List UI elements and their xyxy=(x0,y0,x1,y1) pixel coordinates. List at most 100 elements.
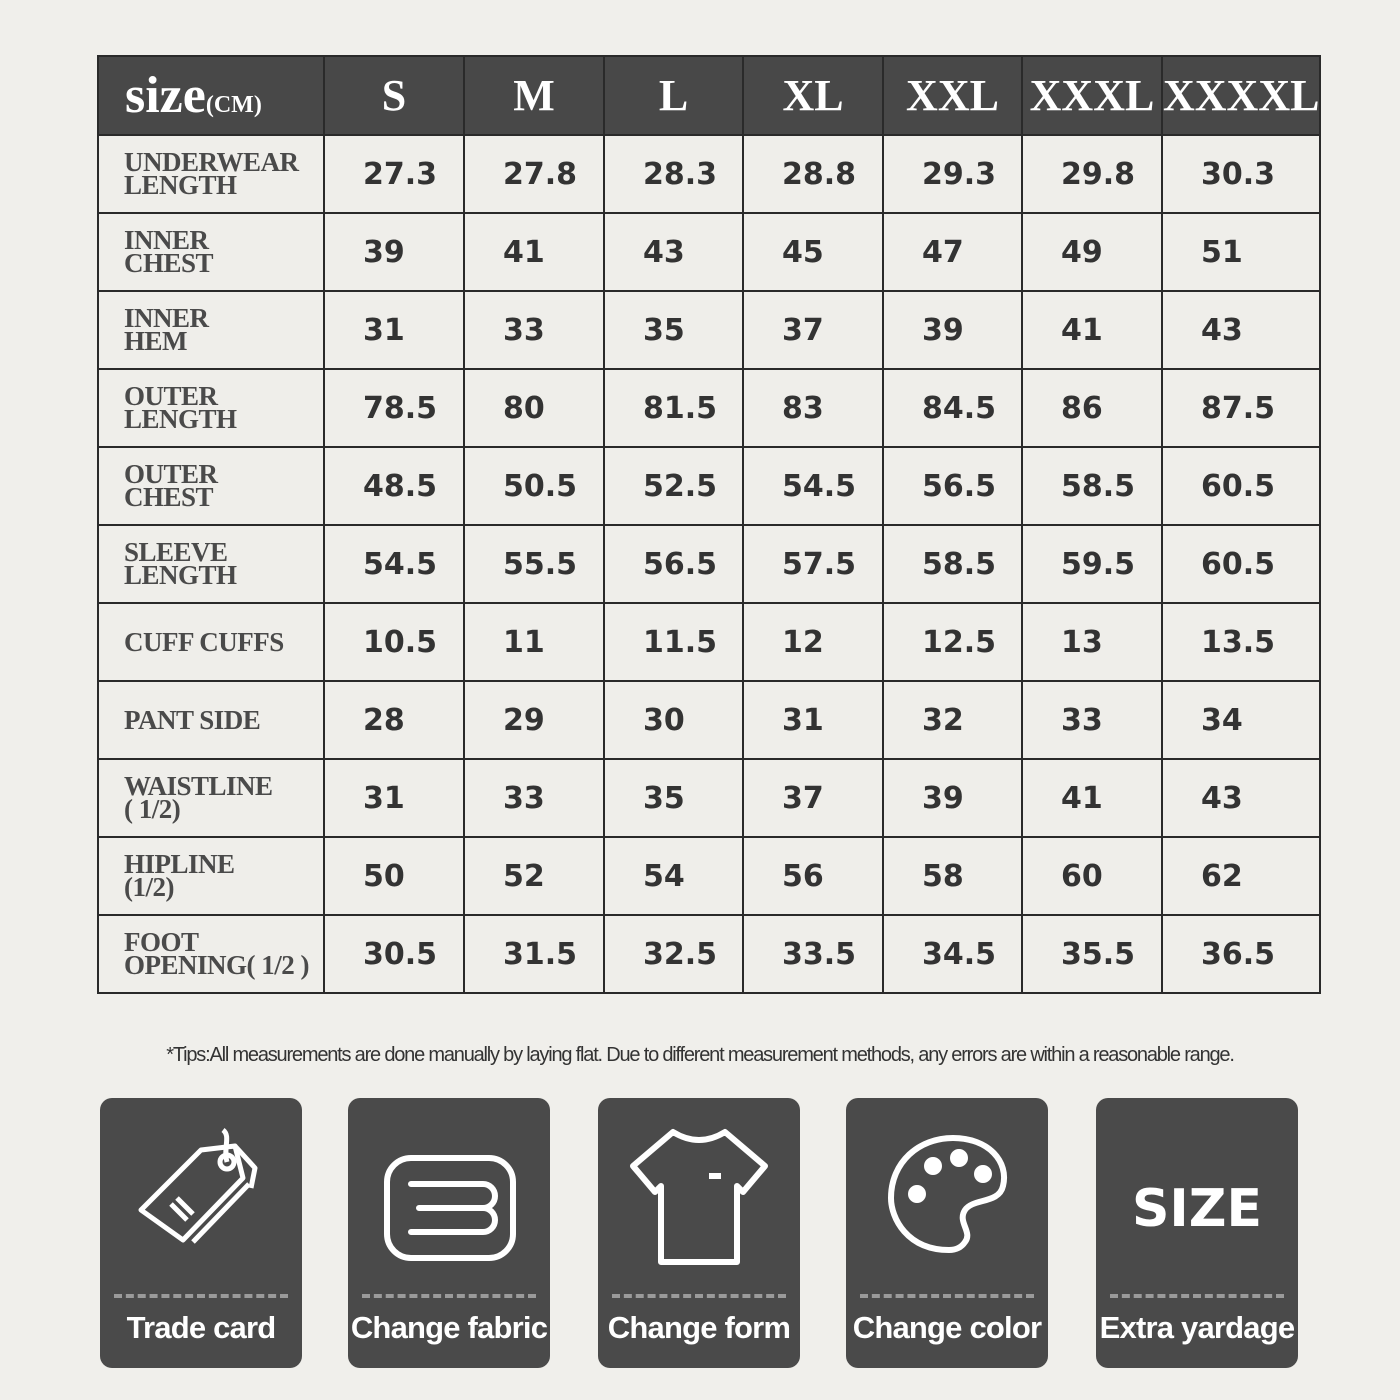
measurement-label: INNER HEM xyxy=(97,290,325,370)
measurement-value: 33 xyxy=(1021,680,1163,760)
measurement-value: 47 xyxy=(882,212,1023,292)
measurement-value: 28.8 xyxy=(742,134,884,214)
table-row: WAISTLINE ( 1/2) 31 33 35 37 39 41 43 xyxy=(97,758,1322,838)
measurement-value: 81.5 xyxy=(603,368,744,448)
measurement-value: 49 xyxy=(1021,212,1163,292)
measurement-value: 31 xyxy=(323,758,465,838)
measurement-value: 12 xyxy=(742,602,884,682)
measurement-value: 57.5 xyxy=(742,524,884,604)
measurement-value: 41 xyxy=(1021,290,1163,370)
measurement-label: SLEEVE LENGTH xyxy=(97,524,325,604)
measurement-value: 37 xyxy=(742,290,884,370)
measurement-value: 11.5 xyxy=(603,602,744,682)
measurement-value: 30 xyxy=(603,680,744,760)
measurement-value: 62 xyxy=(1160,836,1322,916)
measurement-value: 43 xyxy=(1160,290,1322,370)
measurement-value: 33 xyxy=(463,290,605,370)
palette-icon xyxy=(887,1134,1008,1254)
measurement-value: 30.5 xyxy=(323,914,465,994)
table-row: HIPLINE (1/2) 50 52 54 56 58 60 62 xyxy=(97,836,1322,916)
measurement-value: 27.8 xyxy=(463,134,605,214)
table-row: OUTER CHEST 48.5 50.5 52.5 54.5 56.5 58.5 60.5 xyxy=(97,446,1322,526)
measurement-value: 34.5 xyxy=(882,914,1023,994)
measurement-value: 33.5 xyxy=(742,914,884,994)
measurement-value: 35.5 xyxy=(1021,914,1163,994)
measurement-label: OUTER CHEST xyxy=(97,446,325,526)
table-row: INNER HEM 31 33 35 37 39 41 43 xyxy=(97,290,1322,370)
card-label: Trade card xyxy=(126,1310,277,1345)
size-column-header: XXXL xyxy=(1021,55,1163,136)
measurement-value: 56 xyxy=(742,836,884,916)
size-column-header: XL xyxy=(742,55,884,136)
measurement-tip: *Tips:All measurements are done manually… xyxy=(166,1044,1235,1066)
measurement-value: 28 xyxy=(323,680,465,760)
measurement-value: 48.5 xyxy=(323,446,465,526)
table-row: FOOT OPENING( 1/2 ) 30.5 31.5 32.5 33.5 34.5 3… xyxy=(97,914,1322,994)
table-row: INNER CHEST 39 41 43 45 47 49 51 xyxy=(97,212,1322,292)
measurement-value: 43 xyxy=(603,212,744,292)
table-row: UNDERWEAR LENGTH 27.3 27.8 28.3 28.8 29.3 29.8… xyxy=(97,134,1322,214)
card-label: Extra yardage xyxy=(1099,1310,1295,1345)
measurement-label: WAISTLINE ( 1/2) xyxy=(97,758,325,838)
unit-label: (CM) xyxy=(205,92,262,118)
measurement-value: 41 xyxy=(1021,758,1163,838)
card-change-color: Change color xyxy=(846,1098,1048,1368)
measurement-value: 13 xyxy=(1021,602,1163,682)
measurement-value: 31 xyxy=(742,680,884,760)
measurement-value: 54 xyxy=(603,836,744,916)
divider xyxy=(612,1294,786,1298)
measurement-value: 12.5 xyxy=(882,602,1023,682)
size-column-header: XXL xyxy=(882,55,1023,136)
size-column-header: L xyxy=(603,55,744,136)
card-change-fabric: Change fabric xyxy=(348,1098,550,1368)
measurement-value: 31.5 xyxy=(463,914,605,994)
measurement-value: 78.5 xyxy=(323,368,465,448)
measurement-value: 39 xyxy=(882,758,1023,838)
divider xyxy=(860,1294,1034,1298)
measurement-value: 37 xyxy=(742,758,884,838)
size-column-header: XXXXL xyxy=(1160,55,1322,136)
measurement-value: 39 xyxy=(323,212,465,292)
measurement-value: 45 xyxy=(742,212,884,292)
tag-icon xyxy=(138,1128,258,1244)
measurement-value: 60 xyxy=(1021,836,1163,916)
measurement-value: 11 xyxy=(463,602,605,682)
measurement-value: 52.5 xyxy=(603,446,744,526)
measurement-label: INNER CHEST xyxy=(97,212,325,292)
measurement-label: UNDERWEAR LENGTH xyxy=(97,134,325,214)
measurement-label: HIPLINE (1/2) xyxy=(97,836,325,916)
measurement-value: 58.5 xyxy=(882,524,1023,604)
measurement-label: OUTER LENGTH xyxy=(97,368,325,448)
measurement-label: PANT SIDE xyxy=(97,680,325,760)
measurement-value: 50.5 xyxy=(463,446,605,526)
measurement-value: 84.5 xyxy=(882,368,1023,448)
size-icon: SIZE xyxy=(1132,1179,1262,1239)
measurement-value: 29.3 xyxy=(882,134,1023,214)
table-row: SLEEVE LENGTH 54.5 55.5 56.5 57.5 58.5 59.5 60.… xyxy=(97,524,1322,604)
measurement-value: 56.5 xyxy=(603,524,744,604)
measurement-value: 56.5 xyxy=(882,446,1023,526)
fabric-icon xyxy=(384,1155,516,1261)
measurement-value: 34 xyxy=(1160,680,1322,760)
measurement-value: 50 xyxy=(323,836,465,916)
measurement-value: 58 xyxy=(882,836,1023,916)
measurement-value: 54.5 xyxy=(742,446,884,526)
size-column-header: M xyxy=(463,55,605,136)
size-icon-text: SIZE xyxy=(1132,1179,1262,1239)
divider xyxy=(114,1294,288,1298)
measurement-label: CUFF CUFFS xyxy=(97,602,325,682)
measurement-value: 43 xyxy=(1160,758,1322,838)
measurement-value: 86 xyxy=(1021,368,1163,448)
divider xyxy=(1110,1294,1284,1298)
measurement-value: 39 xyxy=(882,290,1023,370)
table-row: CUFF CUFFS 10.5 11 11.5 12 12.5 13 13.5 xyxy=(97,602,1322,682)
card-extra-yardage: SIZE Extra yardage xyxy=(1096,1098,1298,1368)
measurement-value: 27.3 xyxy=(323,134,465,214)
measurement-value: 32.5 xyxy=(603,914,744,994)
measurement-value: 10.5 xyxy=(323,602,465,682)
measurement-value: 35 xyxy=(603,758,744,838)
measurement-value: 55.5 xyxy=(463,524,605,604)
card-change-form: Change form xyxy=(598,1098,800,1368)
measurement-value: 31 xyxy=(323,290,465,370)
measurement-value: 28.3 xyxy=(603,134,744,214)
